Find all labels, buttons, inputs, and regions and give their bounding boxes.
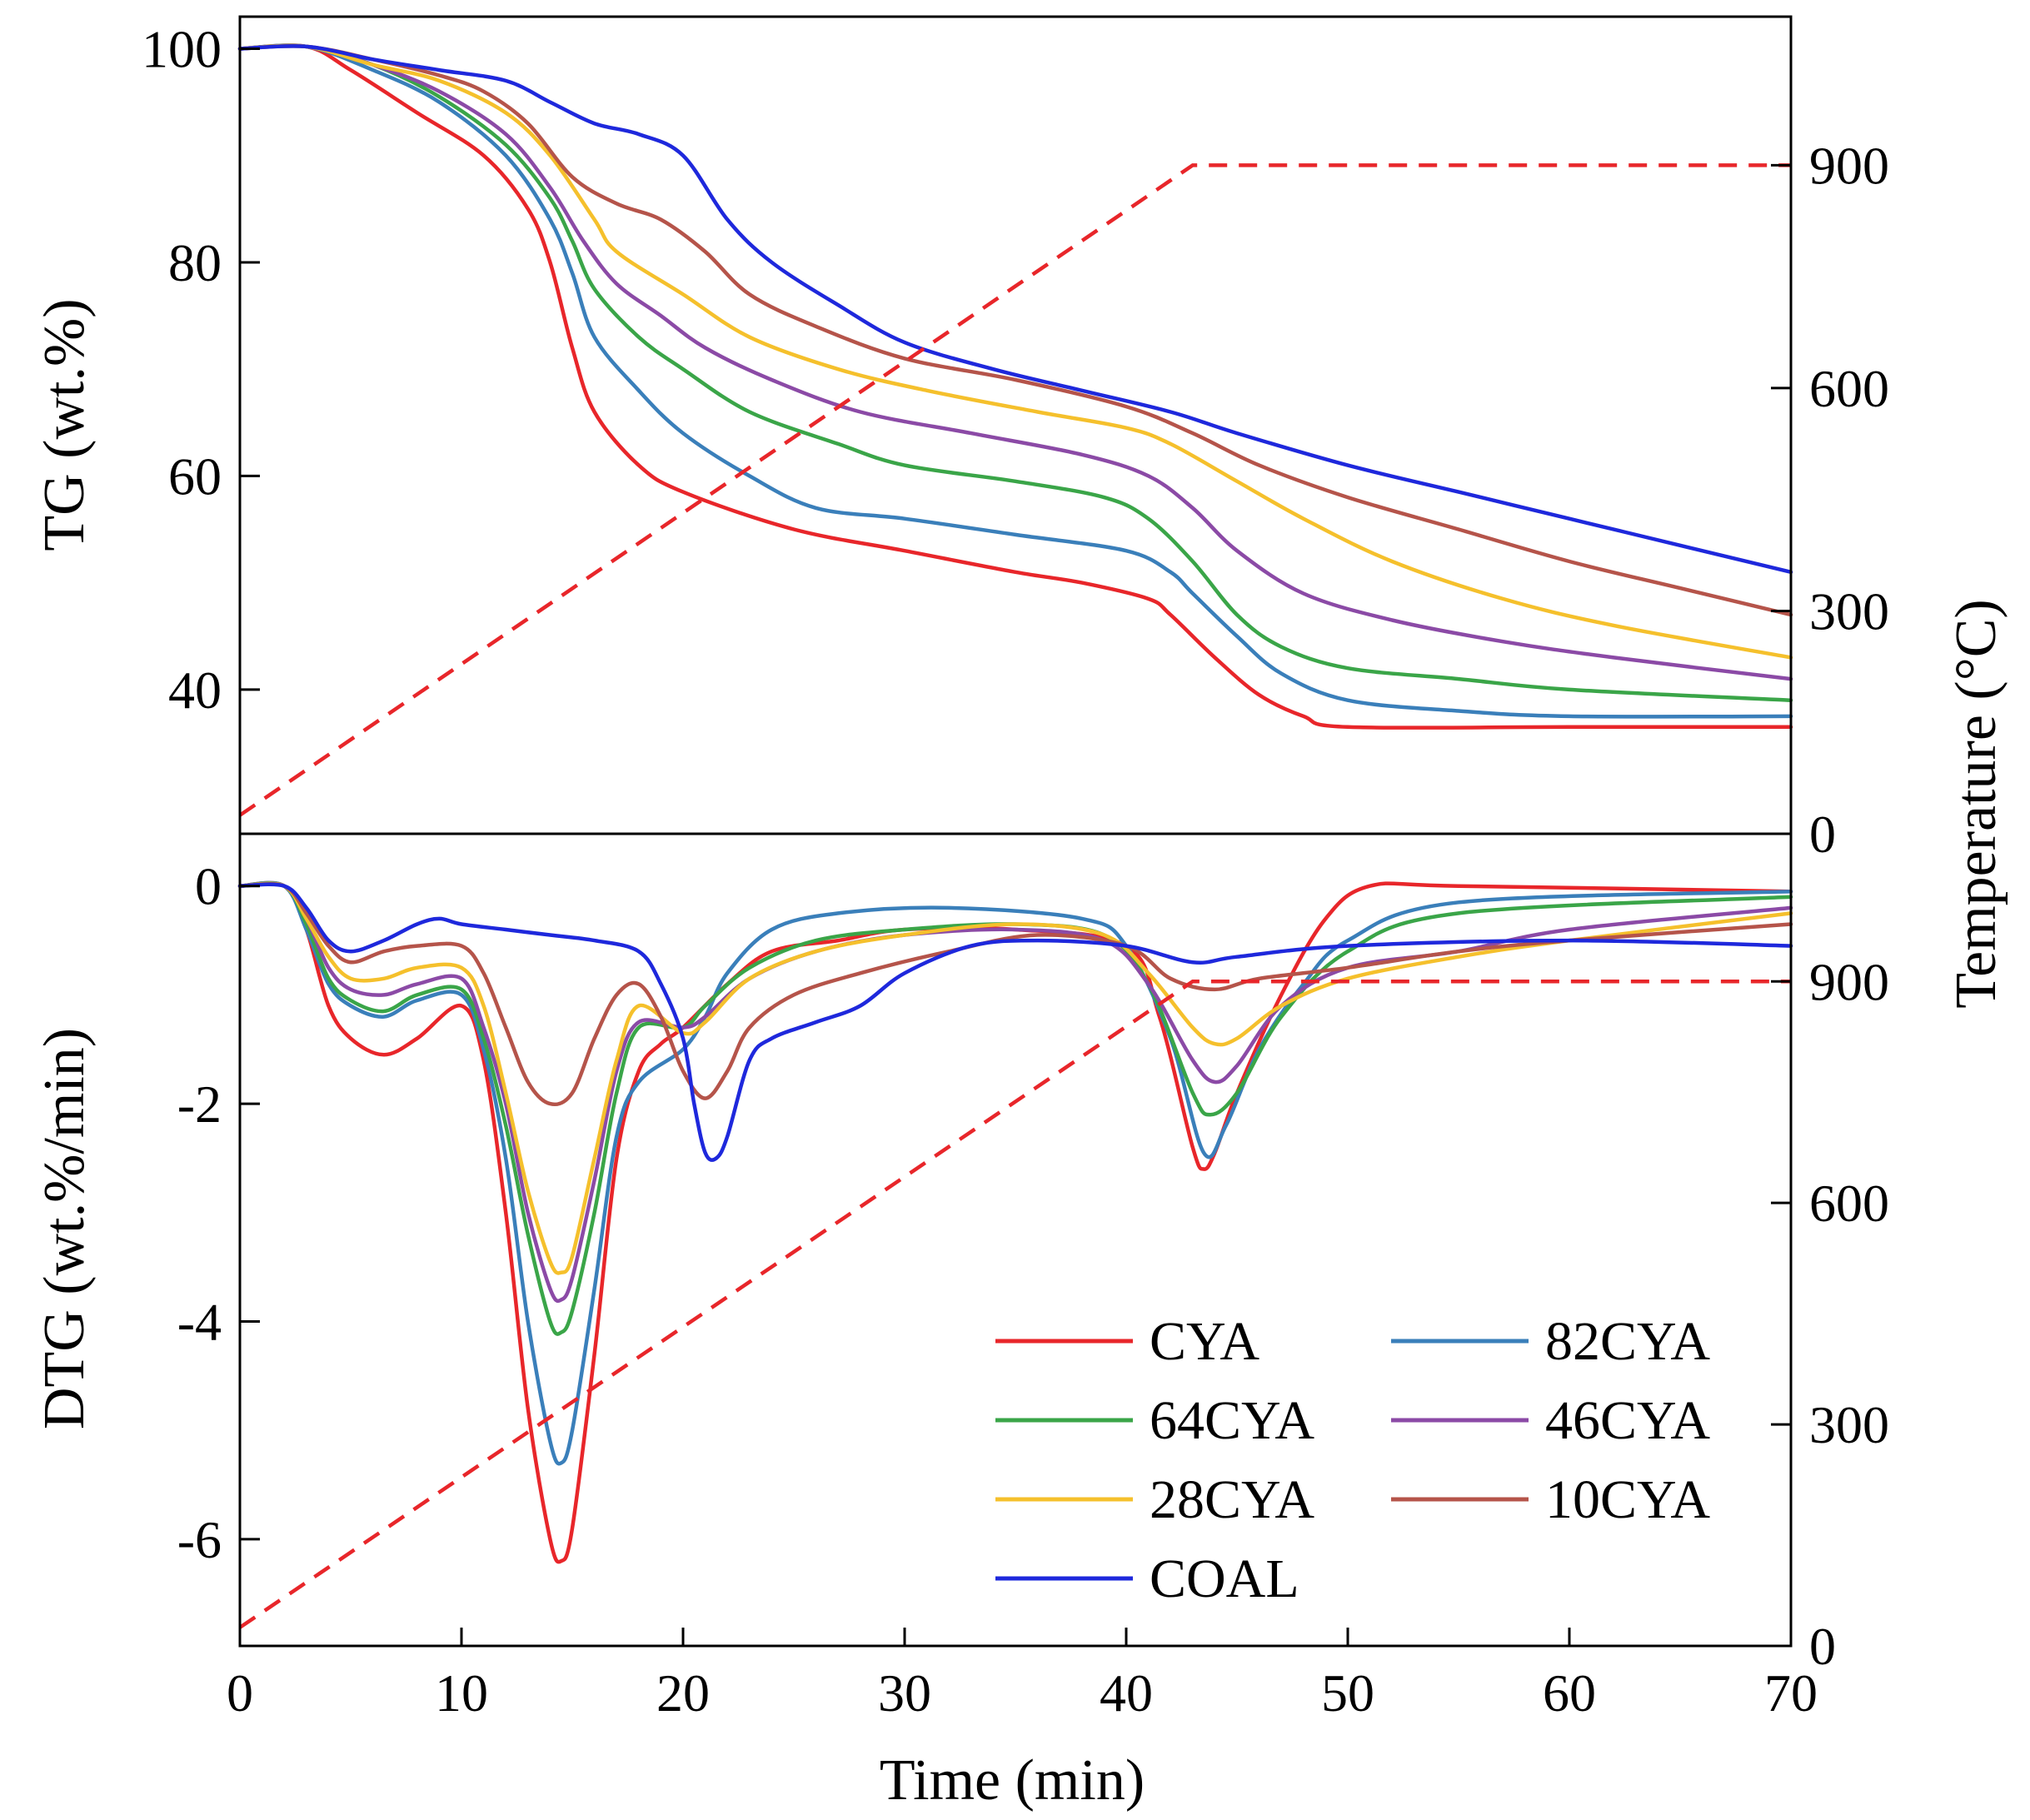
tg-plot-area (237, 43, 1793, 730)
dtg-series-46cya (237, 881, 1793, 1304)
dtg-left-y-ticks: -6 -4 -2 0 (177, 857, 260, 1569)
dtg-right-y-tick-label: 900 (1809, 952, 1889, 1011)
tg-right-y-ticks: 0 300 600 900 (1771, 136, 1889, 864)
dtg-panel: -6 -4 -2 0 0 300 600 900 0 10 20 30 40 50 60 70 DTG (… (32, 857, 1889, 1813)
legend-label-82cya: 82CYA (1545, 1311, 1710, 1372)
dtg-right-y-tick-label: 300 (1809, 1395, 1889, 1454)
tg-series-64cya (237, 43, 1793, 702)
dtg-plot-area (237, 880, 1793, 1564)
tg-series-28cya (237, 43, 1793, 660)
tg-right-y-tick-label: 0 (1809, 805, 1836, 864)
tg-y-tick-label: 40 (168, 661, 222, 720)
tg-y-tick-label: 60 (168, 446, 222, 506)
dtg-series-cya (237, 880, 1793, 1564)
tg-temperature-line (238, 163, 1791, 817)
legend-label-coal: COAL (1150, 1548, 1299, 1609)
dtg-y-axis-title: DTG (wt.%/min) (32, 1028, 97, 1429)
tg-y-tick-label: 80 (168, 233, 222, 292)
dtg-y-tick-label: -6 (177, 1510, 222, 1569)
dtg-temperature-line (238, 980, 1791, 1629)
dtg-right-y-tick-label: 600 (1809, 1174, 1889, 1233)
legend-label-cya: CYA (1150, 1311, 1259, 1372)
tg-series-coal (237, 44, 1793, 575)
tg-right-y-tick-label: 600 (1809, 359, 1889, 418)
x-tick-label: 40 (1100, 1663, 1153, 1723)
dtg-temperature-curve (238, 980, 1791, 1629)
x-tick-label: 30 (878, 1663, 931, 1723)
tg-left-y-ticks: 40 60 80 100 (142, 19, 260, 720)
tg-y-tick-label: 100 (142, 19, 222, 78)
dtg-series-64cya (237, 881, 1793, 1336)
x-tick-label: 10 (435, 1663, 488, 1723)
tg-frame (238, 15, 1793, 835)
x-tick-label: 70 (1764, 1663, 1818, 1723)
tg-temperature-curve (238, 163, 1791, 817)
dtg-series-82cya (237, 880, 1793, 1466)
x-tick-label: 0 (227, 1663, 253, 1723)
x-axis-title: Time (min) (880, 1748, 1145, 1813)
right-y-axis-title: Temperature (°C) (1944, 599, 2008, 1008)
x-tick-label: 20 (656, 1663, 710, 1723)
tg-series-10cya (237, 44, 1793, 617)
x-axis-ticks: 0 10 20 30 40 50 60 70 (227, 1628, 1818, 1723)
dtg-frame (238, 832, 1793, 1648)
tg-right-y-tick-label: 900 (1809, 136, 1889, 195)
dtg-right-y-ticks: 0 300 600 900 (1771, 952, 1889, 1676)
tg-series-cya (237, 43, 1793, 730)
legend-label-28cya: 28CYA (1150, 1469, 1314, 1530)
tg-series-46cya (237, 43, 1793, 681)
dtg-right-y-tick-label: 0 (1809, 1617, 1836, 1676)
dtg-y-tick-label: -2 (177, 1075, 222, 1134)
tg-y-axis-title: TG (wt.%) (32, 298, 97, 551)
x-tick-label: 50 (1321, 1663, 1374, 1723)
dtg-y-tick-label: -4 (177, 1293, 222, 1352)
x-tick-label: 60 (1543, 1663, 1596, 1723)
tg-right-y-tick-label: 300 (1809, 581, 1889, 641)
tg-panel: 40 60 80 100 0 300 600 900 TG (wt.%) (32, 19, 1889, 864)
legend-label-46cya: 46CYA (1545, 1390, 1710, 1451)
legend: CYA 82CYA 64CYA 46CYA 28CYA 10CYA COAL (995, 1311, 1710, 1609)
tg-series-82cya (237, 43, 1793, 719)
legend-label-10cya: 10CYA (1545, 1469, 1710, 1530)
dtg-series-coal (237, 882, 1793, 1162)
dtg-y-tick-label: 0 (195, 857, 222, 916)
legend-label-64cya: 64CYA (1150, 1390, 1314, 1451)
